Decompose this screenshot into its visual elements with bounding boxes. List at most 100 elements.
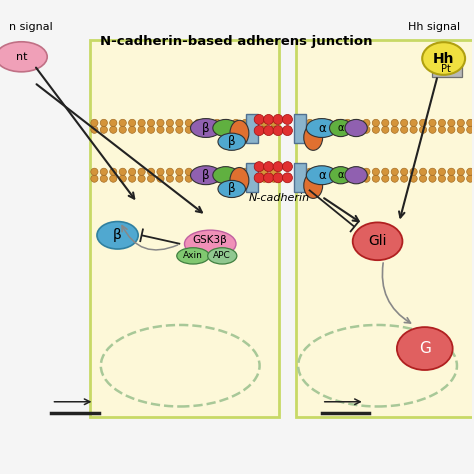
Circle shape (232, 119, 239, 127)
Circle shape (410, 168, 417, 175)
Circle shape (128, 168, 136, 175)
Circle shape (372, 119, 380, 127)
Circle shape (185, 119, 192, 127)
Circle shape (429, 126, 436, 133)
Circle shape (335, 119, 342, 127)
Circle shape (306, 119, 313, 127)
Circle shape (91, 175, 98, 182)
Text: Hh signal: Hh signal (408, 22, 460, 32)
Ellipse shape (184, 230, 236, 257)
Circle shape (429, 175, 436, 182)
Circle shape (297, 168, 304, 175)
Ellipse shape (422, 42, 465, 75)
Circle shape (119, 126, 126, 133)
Circle shape (283, 162, 292, 172)
Circle shape (264, 173, 273, 183)
Circle shape (157, 126, 164, 133)
Circle shape (213, 175, 221, 182)
Circle shape (448, 175, 455, 182)
Circle shape (157, 175, 164, 182)
Ellipse shape (218, 181, 246, 198)
Circle shape (372, 168, 380, 175)
Circle shape (213, 168, 221, 175)
Circle shape (232, 126, 239, 133)
Circle shape (316, 126, 323, 133)
Text: GSK3β: GSK3β (193, 235, 228, 245)
Circle shape (176, 168, 183, 175)
Circle shape (438, 119, 446, 127)
Circle shape (457, 119, 465, 127)
Circle shape (419, 175, 427, 182)
Circle shape (316, 175, 323, 182)
Circle shape (251, 175, 258, 182)
Circle shape (354, 175, 361, 182)
Circle shape (372, 126, 380, 133)
Circle shape (147, 126, 155, 133)
Bar (246, 114, 258, 143)
Circle shape (261, 126, 268, 133)
Circle shape (204, 126, 211, 133)
Circle shape (119, 168, 126, 175)
Circle shape (382, 175, 389, 182)
Circle shape (204, 168, 211, 175)
Circle shape (223, 168, 230, 175)
Circle shape (195, 119, 202, 127)
Circle shape (391, 175, 398, 182)
Circle shape (335, 175, 342, 182)
Circle shape (419, 119, 427, 127)
Circle shape (273, 173, 283, 183)
Circle shape (195, 126, 202, 133)
Circle shape (223, 126, 230, 133)
Text: α: α (337, 123, 344, 133)
Circle shape (363, 168, 370, 175)
Circle shape (251, 119, 258, 127)
Bar (246, 163, 258, 191)
Circle shape (176, 175, 183, 182)
Text: α: α (337, 170, 344, 180)
Circle shape (147, 119, 155, 127)
Circle shape (457, 168, 465, 175)
Circle shape (466, 126, 474, 133)
Circle shape (448, 168, 455, 175)
Circle shape (270, 168, 277, 175)
Ellipse shape (230, 120, 249, 146)
Circle shape (391, 119, 398, 127)
Circle shape (273, 114, 283, 124)
Circle shape (297, 126, 304, 133)
Circle shape (138, 119, 145, 127)
Circle shape (213, 126, 221, 133)
Text: Hh: Hh (433, 52, 455, 65)
Circle shape (401, 175, 408, 182)
Circle shape (466, 175, 474, 182)
Circle shape (354, 126, 361, 133)
Text: N-cadherin: N-cadherin (248, 193, 310, 203)
Circle shape (438, 168, 446, 175)
Circle shape (254, 114, 264, 124)
Text: β: β (228, 182, 236, 195)
Circle shape (283, 114, 292, 124)
Ellipse shape (345, 167, 367, 184)
Circle shape (344, 126, 351, 133)
Ellipse shape (345, 119, 367, 137)
Circle shape (391, 168, 398, 175)
Ellipse shape (191, 166, 221, 185)
Ellipse shape (177, 248, 210, 264)
Circle shape (344, 119, 351, 127)
Circle shape (128, 175, 136, 182)
Circle shape (185, 168, 192, 175)
Ellipse shape (97, 221, 138, 249)
Circle shape (242, 126, 249, 133)
Text: β: β (113, 228, 122, 242)
Circle shape (438, 126, 446, 133)
Text: N-cadherin-based adherens junction: N-cadherin-based adherens junction (100, 35, 372, 48)
Circle shape (100, 175, 108, 182)
Circle shape (100, 168, 108, 175)
Bar (296, 40, 474, 417)
Circle shape (147, 175, 155, 182)
Circle shape (213, 119, 221, 127)
Circle shape (391, 126, 398, 133)
Circle shape (91, 119, 98, 127)
Text: n signal: n signal (9, 22, 52, 32)
Circle shape (119, 175, 126, 182)
Circle shape (185, 175, 192, 182)
